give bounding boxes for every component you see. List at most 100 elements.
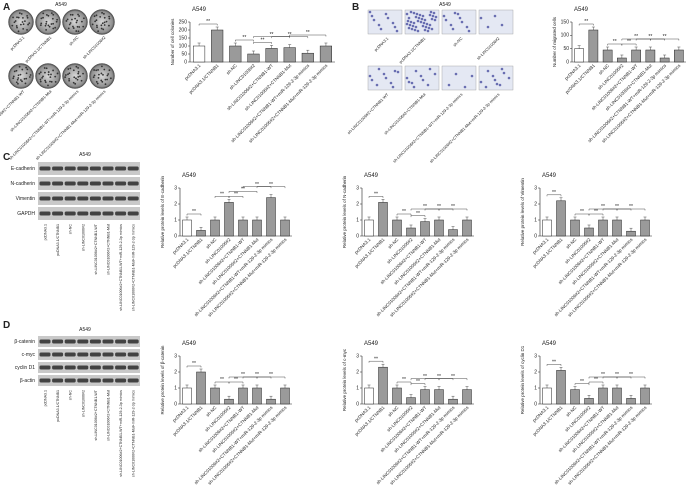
- blot-band: [89, 166, 101, 171]
- lane-label: sh-LINC01006#2+CTNNB1-Mut: [106, 224, 110, 275]
- cell: [410, 27, 414, 31]
- significance-bracket: [396, 381, 412, 384]
- y-tick-label: 0: [184, 59, 187, 65]
- cell: [486, 69, 490, 73]
- cell: [486, 25, 490, 29]
- bar: [448, 398, 458, 405]
- cell: [456, 12, 460, 16]
- cell: [460, 20, 464, 24]
- colony: [19, 23, 22, 26]
- colony: [25, 66, 28, 69]
- colony: [45, 20, 48, 23]
- colony: [19, 79, 22, 81]
- colony: [17, 30, 20, 33]
- colony: [39, 78, 42, 81]
- colony: [17, 74, 20, 77]
- colony-plate: [62, 9, 88, 35]
- colony: [101, 80, 104, 83]
- blot-band: [64, 196, 76, 201]
- y-tick-label: 0: [174, 401, 177, 407]
- blot-band: [52, 378, 64, 383]
- bar: [283, 47, 296, 63]
- blot-band: [64, 365, 76, 370]
- transwell-image: [404, 65, 440, 91]
- colony-plate: [89, 63, 115, 89]
- significance-label: **: [663, 34, 667, 40]
- colony: [76, 25, 79, 28]
- colony: [25, 72, 28, 75]
- blot-strip: [38, 162, 140, 175]
- cell: [408, 23, 412, 27]
- blot-band: [115, 166, 127, 171]
- cell: [420, 17, 424, 21]
- chart-title: A549: [364, 341, 379, 347]
- colony: [44, 24, 47, 27]
- lane-label: sh-LINC01006#2+CTNNB1-Mut+miR-129-2-3p m…: [132, 224, 136, 311]
- significance-label: **: [437, 204, 441, 210]
- colony: [43, 67, 46, 69]
- blot-band: [115, 196, 127, 201]
- cell: [417, 16, 421, 20]
- blot-band: [77, 339, 89, 344]
- blot-band: [52, 196, 64, 201]
- blot-band: [64, 378, 76, 383]
- colony: [69, 22, 72, 24]
- colony: [105, 20, 108, 23]
- bar: [280, 219, 290, 237]
- colony: [82, 25, 85, 28]
- blot-band: [89, 365, 101, 370]
- y-tick-label: 250: [179, 19, 188, 25]
- lane-label: pcDNA3.1: [43, 224, 47, 240]
- cell: [377, 23, 381, 27]
- cell: [423, 18, 427, 22]
- image-header: A549: [79, 327, 91, 333]
- significance-label: **: [374, 356, 378, 362]
- colony: [41, 76, 43, 79]
- colony: [50, 73, 52, 76]
- cell: [433, 18, 437, 22]
- colony: [104, 83, 107, 86]
- cell: [465, 25, 469, 29]
- significance-label: **: [627, 39, 631, 45]
- significance-bracket: [546, 364, 562, 366]
- colony: [94, 20, 97, 23]
- cell: [493, 14, 497, 18]
- cell: [453, 11, 457, 15]
- y-tick-label: 2: [174, 369, 177, 375]
- colony: [96, 26, 98, 29]
- colony: [102, 12, 105, 15]
- significance-bracket: [186, 213, 202, 216]
- blot-strip: [38, 362, 140, 373]
- colony: [45, 67, 48, 70]
- cell: [495, 82, 499, 86]
- colony: [72, 69, 75, 72]
- significance-bracket: [396, 213, 412, 216]
- significance-label: **: [552, 360, 556, 366]
- cell: [412, 21, 416, 25]
- lane-label: pcDNA3.1: [43, 390, 47, 406]
- colony: [77, 72, 80, 75]
- cell: [405, 76, 409, 80]
- colony: [91, 23, 94, 26]
- colony: [77, 13, 79, 16]
- significance-label: **: [234, 377, 238, 383]
- image-label: pcDNA3.1: [9, 34, 26, 51]
- blot-band: [127, 166, 139, 171]
- colony-plate: [35, 63, 61, 89]
- cell: [407, 80, 411, 84]
- blot-band: [115, 181, 127, 186]
- significance-label: **: [220, 377, 224, 383]
- significance-bracket: [256, 376, 286, 379]
- bar: [588, 29, 599, 63]
- colony: [29, 74, 32, 76]
- bar: [196, 371, 206, 405]
- y-axis-label: Number of cell colonies: [170, 18, 175, 66]
- y-tick-label: 1: [356, 217, 359, 223]
- y-tick-label: 150: [561, 19, 570, 25]
- colony: [23, 20, 26, 23]
- blot-band: [64, 339, 76, 344]
- significance-label: **: [423, 204, 427, 210]
- blot-band: [64, 166, 76, 171]
- significance-label: **: [601, 372, 605, 378]
- cell: [419, 74, 423, 78]
